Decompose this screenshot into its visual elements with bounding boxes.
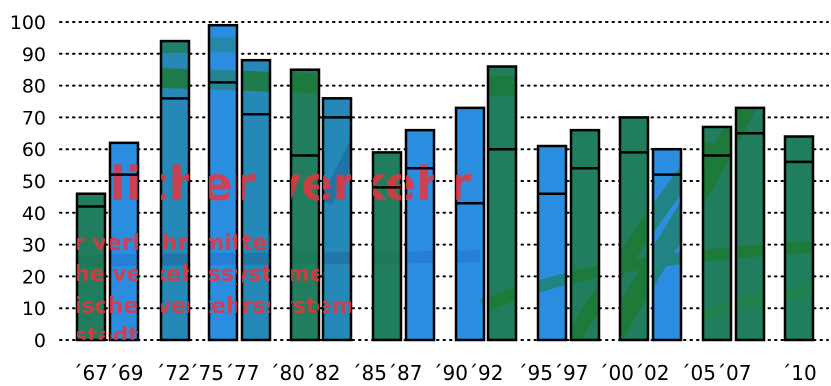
bar-92 (486, 65, 518, 342)
bar-tint (703, 126, 731, 340)
bar-tint (488, 66, 516, 341)
bar-outline (569, 128, 601, 342)
y-tick-label: 80 (22, 76, 46, 98)
x-category-label: ´05´07 (681, 361, 752, 385)
bar-outline (371, 151, 403, 342)
bar-outline (321, 97, 353, 342)
bar-outline (159, 39, 191, 342)
overlay-text-line: stadt (74, 324, 139, 349)
bar-tint (571, 130, 599, 340)
bar-tint (291, 69, 319, 340)
bar-outline (207, 23, 239, 342)
bar-tint (323, 98, 351, 340)
bar-77 (240, 58, 272, 342)
bar-tint (456, 107, 484, 340)
y-tick-label: 60 (22, 139, 46, 161)
bar-tint (653, 149, 681, 340)
bar-fill (242, 60, 270, 340)
x-category-label: ´75´77 (189, 361, 260, 385)
bar-outline (618, 116, 650, 342)
bar-outline (783, 135, 815, 342)
y-tick-label: 0 (34, 330, 46, 352)
bar-outline (404, 128, 436, 342)
bar-outline (734, 106, 766, 342)
grid-lines (59, 21, 829, 341)
bar-outline (289, 68, 321, 342)
overlay-text-line: he verkehrssysteme (74, 262, 325, 287)
y-tick-label: 40 (22, 203, 46, 225)
bar-00 (618, 116, 650, 342)
bar-outline (651, 147, 683, 342)
bar-fill (653, 149, 681, 340)
bar-fill (161, 41, 189, 340)
bar-90 (454, 106, 486, 342)
bar-tint (736, 107, 764, 340)
bar-outline (240, 58, 272, 342)
bar-tint (242, 60, 270, 340)
bar-fill (456, 107, 484, 340)
x-axis-category-labels: ´67´69 ´72´75´77 ´80´82 ´85´87 ´90´92 ´95´97 ´… (73, 361, 817, 385)
bar-outline (454, 106, 486, 342)
bar-outline (75, 192, 107, 342)
y-tick-label: 30 (22, 235, 46, 257)
bar-outline (536, 144, 568, 342)
bar-tint (785, 136, 813, 340)
overlay-text-line: r verkehrsmittel (74, 231, 275, 256)
bar-markers (77, 81, 813, 208)
bar-67 (75, 192, 107, 342)
bar-72 (159, 39, 191, 342)
bars (75, 23, 815, 342)
x-category-label: ´85´87 (352, 361, 423, 385)
x-category-label: ´95´97 (518, 361, 589, 385)
bar-outline (108, 141, 140, 342)
bar-fill (209, 25, 237, 341)
y-tick-label: 70 (22, 107, 46, 129)
bar-80 (289, 68, 321, 342)
bar-fill (406, 130, 434, 340)
bar-fill (323, 98, 351, 340)
bar-85 (371, 151, 403, 342)
bar-07 (734, 106, 766, 342)
bar-tint (77, 193, 105, 340)
bar-02 (651, 147, 683, 342)
bar-tint (620, 117, 648, 341)
y-tick-label: 90 (22, 44, 46, 66)
x-category-label: ´80´82 (270, 361, 341, 385)
y-tick-label: 50 (22, 171, 46, 193)
bar-outline (701, 125, 733, 342)
bar-10 (783, 135, 815, 342)
y-tick-label: 20 (22, 266, 46, 288)
bar-tint (161, 41, 189, 340)
bar-97 (569, 128, 601, 342)
bar-75 (207, 23, 239, 342)
bar-tint (406, 130, 434, 340)
bar-fill (538, 146, 566, 340)
y-tick-label: 10 (22, 298, 46, 320)
bar-tint (373, 152, 401, 340)
y-tick-label: 100 (10, 12, 46, 34)
bar-tint (538, 146, 566, 340)
bar-87 (404, 128, 436, 342)
bar-tint (209, 25, 237, 341)
x-category-label: ´90´92 (433, 361, 504, 385)
bar-outline (486, 65, 518, 342)
bar-05 (701, 125, 733, 342)
bar-95 (536, 144, 568, 342)
y-axis-tick-labels: 0 10 20 30 40 50 60 70 80 90 100 (10, 12, 46, 352)
overlay-text-line: ischer verkehrssysteme (74, 294, 369, 319)
x-category-label: ´00´02 (599, 361, 670, 385)
x-category-label: ´72 (155, 361, 190, 385)
x-category-label: ´10 (781, 361, 816, 385)
x-category-label: ´67´69 (73, 361, 144, 385)
bar-82 (321, 97, 353, 342)
